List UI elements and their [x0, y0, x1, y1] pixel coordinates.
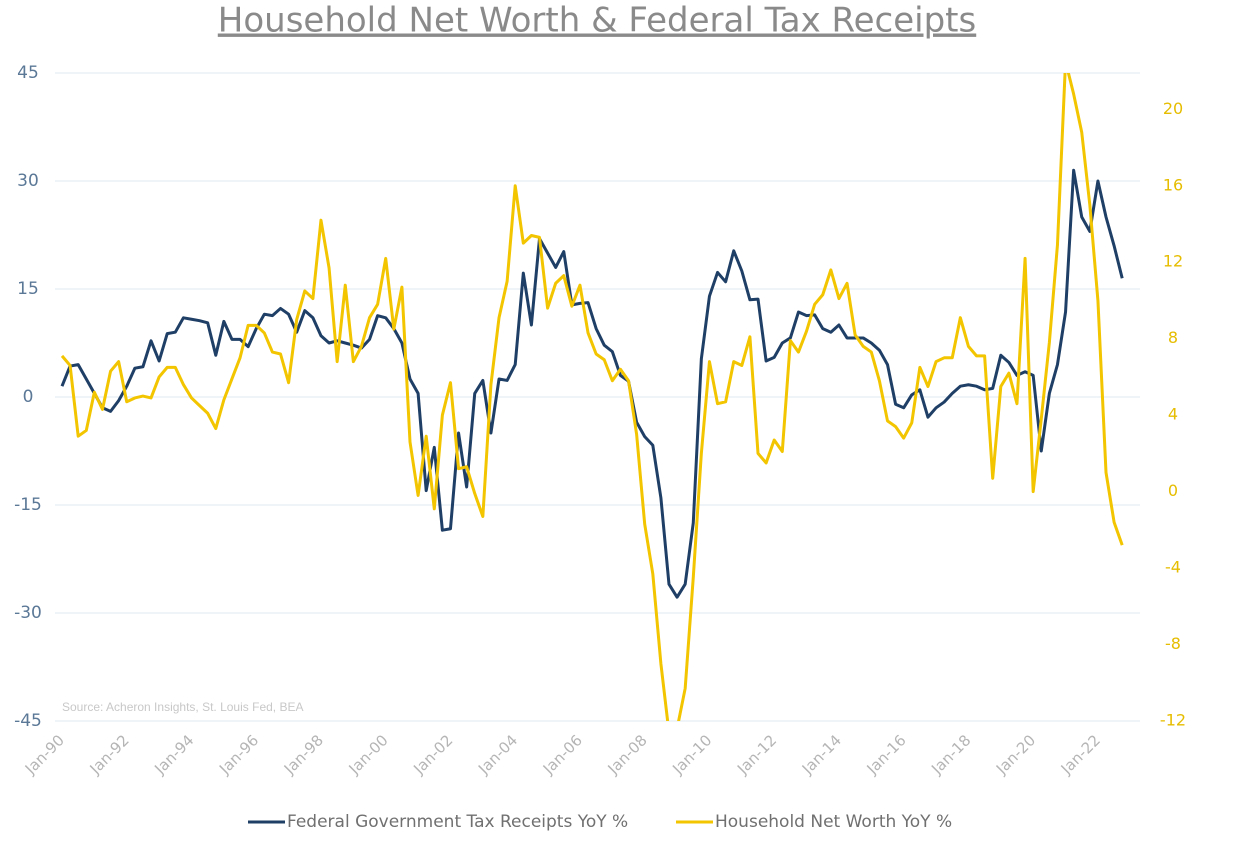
x-tick: Jan-06 [539, 731, 586, 778]
x-tick: Jan-08 [604, 731, 651, 778]
x-tick-label: Jan-06 [539, 731, 586, 778]
x-tick: Jan-22 [1057, 731, 1104, 778]
x-tick: Jan-94 [150, 731, 197, 778]
x-tick: Jan-14 [798, 731, 845, 778]
chart-title: Household Net Worth & Federal Tax Receip… [218, 1, 976, 41]
y2-tick-label: 8 [1168, 328, 1178, 347]
x-tick-label: Jan-12 [733, 731, 780, 778]
y2-tick-label: 12 [1163, 252, 1183, 271]
x-tick: Jan-92 [86, 731, 133, 778]
series-line [60, 73, 1124, 721]
x-tick-label: Jan-20 [992, 731, 1039, 778]
y-tick-label: 0 [23, 387, 34, 407]
y-tick-label: -15 [14, 495, 42, 515]
y-tick-label: 45 [17, 63, 39, 83]
x-tick: Jan-00 [345, 731, 392, 778]
series-line [60, 168, 1124, 599]
y2-tick-label: 0 [1168, 481, 1178, 500]
x-tick: Jan-20 [992, 731, 1039, 778]
x-tick: Jan-04 [474, 731, 521, 778]
y2-tick-label: -12 [1160, 711, 1186, 730]
x-tick: Jan-10 [668, 731, 715, 778]
source-note: Source: Acheron Insights, St. Louis Fed,… [62, 700, 303, 714]
y2-tick-label: 20 [1163, 99, 1183, 118]
x-tick: Jan-96 [215, 731, 262, 778]
legend-label: Household Net Worth YoY % [715, 812, 952, 832]
x-tick-label: Jan-02 [409, 731, 456, 778]
x-tick-label: Jan-00 [345, 731, 392, 778]
x-tick: Jan-90 [21, 731, 68, 778]
x-tick-label: Jan-10 [668, 731, 715, 778]
x-tick: Jan-98 [280, 731, 327, 778]
y2-tick-label: -8 [1165, 634, 1181, 653]
x-tick-label: Jan-22 [1057, 731, 1104, 778]
y2-tick-label: 4 [1168, 405, 1178, 424]
x-tick-label: Jan-18 [927, 731, 974, 778]
legend-label: Federal Government Tax Receipts YoY % [287, 812, 628, 832]
x-tick: Jan-16 [863, 731, 910, 778]
x-tick-label: Jan-94 [150, 731, 197, 778]
y-tick-label: 15 [17, 279, 39, 299]
x-tick-label: Jan-08 [604, 731, 651, 778]
y-tick-label: -30 [14, 603, 42, 623]
x-tick-label: Jan-04 [474, 731, 521, 778]
y-tick-label: 30 [17, 171, 39, 191]
x-tick: Jan-12 [733, 731, 780, 778]
x-tick-label: Jan-16 [863, 731, 910, 778]
x-tick-label: Jan-90 [21, 731, 68, 778]
plot-area [60, 73, 1124, 721]
y2-tick-label: 16 [1163, 175, 1183, 194]
y2-tick-label: -4 [1165, 558, 1181, 577]
x-tick: Jan-18 [927, 731, 974, 778]
x-tick-label: Jan-92 [86, 731, 133, 778]
y-tick-label: -45 [14, 711, 42, 731]
x-tick-label: Jan-98 [280, 731, 327, 778]
x-tick: Jan-02 [409, 731, 456, 778]
x-tick-label: Jan-96 [215, 731, 262, 778]
x-tick-label: Jan-14 [798, 731, 845, 778]
